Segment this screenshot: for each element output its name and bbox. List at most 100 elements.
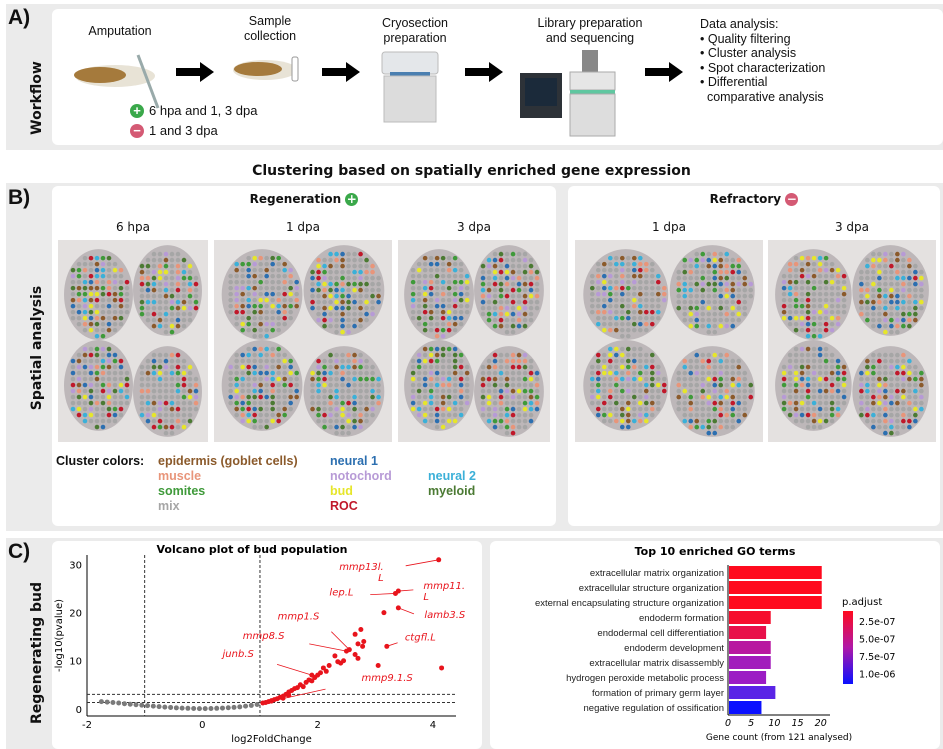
spot	[163, 352, 169, 358]
spot	[781, 388, 787, 394]
spot	[498, 293, 504, 299]
spot	[793, 358, 799, 364]
spot	[907, 400, 912, 406]
spot	[895, 388, 900, 394]
spot	[270, 412, 275, 418]
spot	[528, 293, 534, 299]
spot	[913, 400, 918, 406]
spot	[88, 418, 94, 424]
spot	[328, 424, 333, 430]
spot	[805, 358, 811, 364]
spot	[601, 273, 607, 279]
spot	[106, 364, 112, 370]
category-label: hydrogen peroxide metabolic process	[566, 673, 724, 684]
spot	[649, 394, 655, 400]
spot	[234, 261, 239, 267]
spot	[510, 352, 516, 358]
spot	[595, 297, 601, 303]
spot	[700, 251, 706, 257]
spot	[270, 346, 275, 352]
spot	[270, 261, 275, 267]
spot	[601, 406, 607, 412]
spot	[736, 275, 742, 281]
spot	[258, 333, 263, 339]
spot	[889, 430, 894, 436]
spot	[228, 400, 233, 406]
spot	[422, 412, 428, 418]
spot	[736, 263, 742, 269]
spot	[187, 400, 193, 406]
spot	[805, 382, 811, 388]
spot	[169, 424, 175, 430]
spot	[504, 299, 510, 305]
spot	[649, 291, 655, 297]
spot	[181, 305, 187, 311]
spot	[877, 412, 882, 418]
point-nonsignificant	[116, 700, 122, 706]
spot	[328, 394, 333, 400]
spot	[157, 281, 163, 287]
spot	[340, 269, 345, 275]
spot	[370, 299, 375, 305]
spot	[637, 303, 643, 309]
spot	[187, 376, 193, 382]
spot	[607, 376, 613, 382]
spot	[619, 279, 625, 285]
spot	[458, 382, 464, 388]
spot	[428, 285, 434, 291]
spot	[264, 309, 269, 315]
spot	[787, 388, 793, 394]
spot	[112, 370, 118, 376]
spot	[282, 400, 287, 406]
spot	[118, 285, 124, 291]
spot	[528, 376, 534, 382]
spot	[841, 364, 847, 370]
spot	[736, 382, 742, 388]
spot	[613, 406, 619, 412]
spot	[264, 364, 269, 370]
spot	[452, 315, 458, 321]
spot	[889, 269, 894, 275]
spot	[522, 400, 528, 406]
spot	[276, 285, 281, 291]
spot	[799, 412, 805, 418]
bar	[729, 701, 762, 714]
spot	[619, 297, 625, 303]
spot	[246, 406, 251, 412]
spot	[829, 285, 835, 291]
spot	[340, 358, 345, 364]
spot	[234, 376, 239, 382]
spot	[601, 388, 607, 394]
spot	[706, 400, 712, 406]
spot	[829, 406, 835, 412]
spot	[534, 281, 540, 287]
spot	[187, 305, 193, 311]
spot	[252, 424, 257, 430]
spot	[364, 287, 369, 293]
spot	[694, 323, 700, 329]
spot	[522, 424, 528, 430]
legend-notochord: notochord	[330, 469, 392, 483]
spot	[498, 382, 504, 388]
spot	[334, 400, 339, 406]
spot	[169, 376, 175, 382]
spot	[889, 382, 894, 388]
spot	[76, 358, 82, 364]
spot	[799, 364, 805, 370]
spot	[607, 321, 613, 327]
spot	[889, 257, 894, 263]
spot	[270, 303, 275, 309]
spot	[859, 388, 864, 394]
spot	[643, 279, 649, 285]
spot	[169, 358, 175, 364]
spot	[340, 311, 345, 317]
spot	[252, 327, 257, 333]
spot	[370, 370, 375, 376]
spot	[883, 358, 888, 364]
spot	[811, 424, 817, 430]
spot	[163, 364, 169, 370]
spot	[706, 287, 712, 293]
spot	[694, 269, 700, 275]
spot	[181, 299, 187, 305]
spot	[76, 309, 82, 315]
